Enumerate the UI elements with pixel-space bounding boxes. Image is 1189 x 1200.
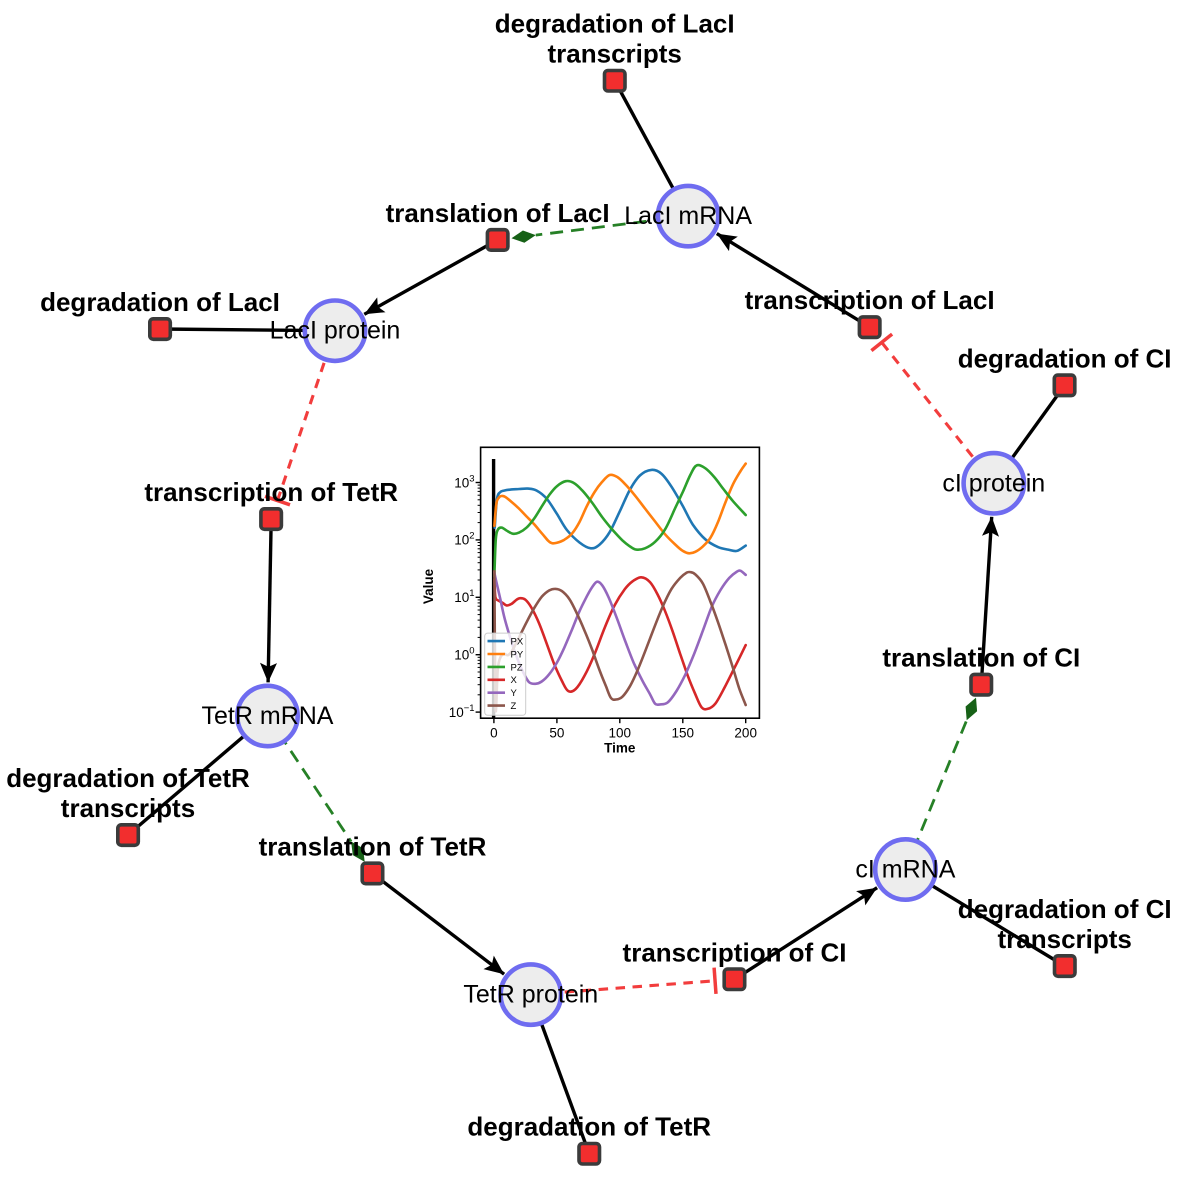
svg-text:Y: Y xyxy=(511,688,518,699)
svg-text:degradation of TetR: degradation of TetR xyxy=(6,763,250,793)
svg-text:X: X xyxy=(511,675,518,686)
svg-text:LacI protein: LacI protein xyxy=(270,317,401,345)
svg-text:Z: Z xyxy=(511,701,517,712)
svg-text:100: 100 xyxy=(609,725,632,740)
svg-text:transcripts: transcripts xyxy=(998,924,1132,954)
svg-text:translation of TetR: translation of TetR xyxy=(259,832,487,862)
svg-text:Value: Value xyxy=(421,568,436,604)
svg-text:degradation of LacI: degradation of LacI xyxy=(495,9,735,39)
svg-text:degradation of LacI: degradation of LacI xyxy=(40,287,280,317)
svg-text:150: 150 xyxy=(672,725,695,740)
svg-text:TetR mRNA: TetR mRNA xyxy=(202,702,334,730)
svg-text:transcription of CI: transcription of CI xyxy=(623,937,847,967)
svg-text:PZ: PZ xyxy=(511,662,523,673)
svg-text:200: 200 xyxy=(734,725,757,740)
svg-text:degradation of TetR: degradation of TetR xyxy=(467,1112,711,1142)
svg-text:50: 50 xyxy=(549,725,564,740)
svg-text:transcription of TetR: transcription of TetR xyxy=(144,477,398,507)
svg-text:Time: Time xyxy=(604,741,636,756)
svg-text:cI protein: cI protein xyxy=(942,469,1045,497)
svg-text:cI mRNA: cI mRNA xyxy=(855,856,955,884)
svg-text:degradation of CI: degradation of CI xyxy=(958,343,1172,373)
svg-text:LacI mRNA: LacI mRNA xyxy=(624,202,752,230)
svg-text:translation of LacI: translation of LacI xyxy=(386,198,610,228)
svg-text:degradation of CI: degradation of CI xyxy=(958,894,1172,924)
svg-text:transcription of LacI: transcription of LacI xyxy=(745,285,995,315)
svg-text:PX: PX xyxy=(511,637,524,648)
svg-text:0: 0 xyxy=(490,725,498,740)
svg-text:transcripts: transcripts xyxy=(548,39,682,69)
svg-text:PY: PY xyxy=(511,649,524,660)
svg-text:transcripts: transcripts xyxy=(61,793,195,823)
svg-text:TetR protein: TetR protein xyxy=(463,981,598,1009)
svg-text:translation of CI: translation of CI xyxy=(882,643,1080,673)
